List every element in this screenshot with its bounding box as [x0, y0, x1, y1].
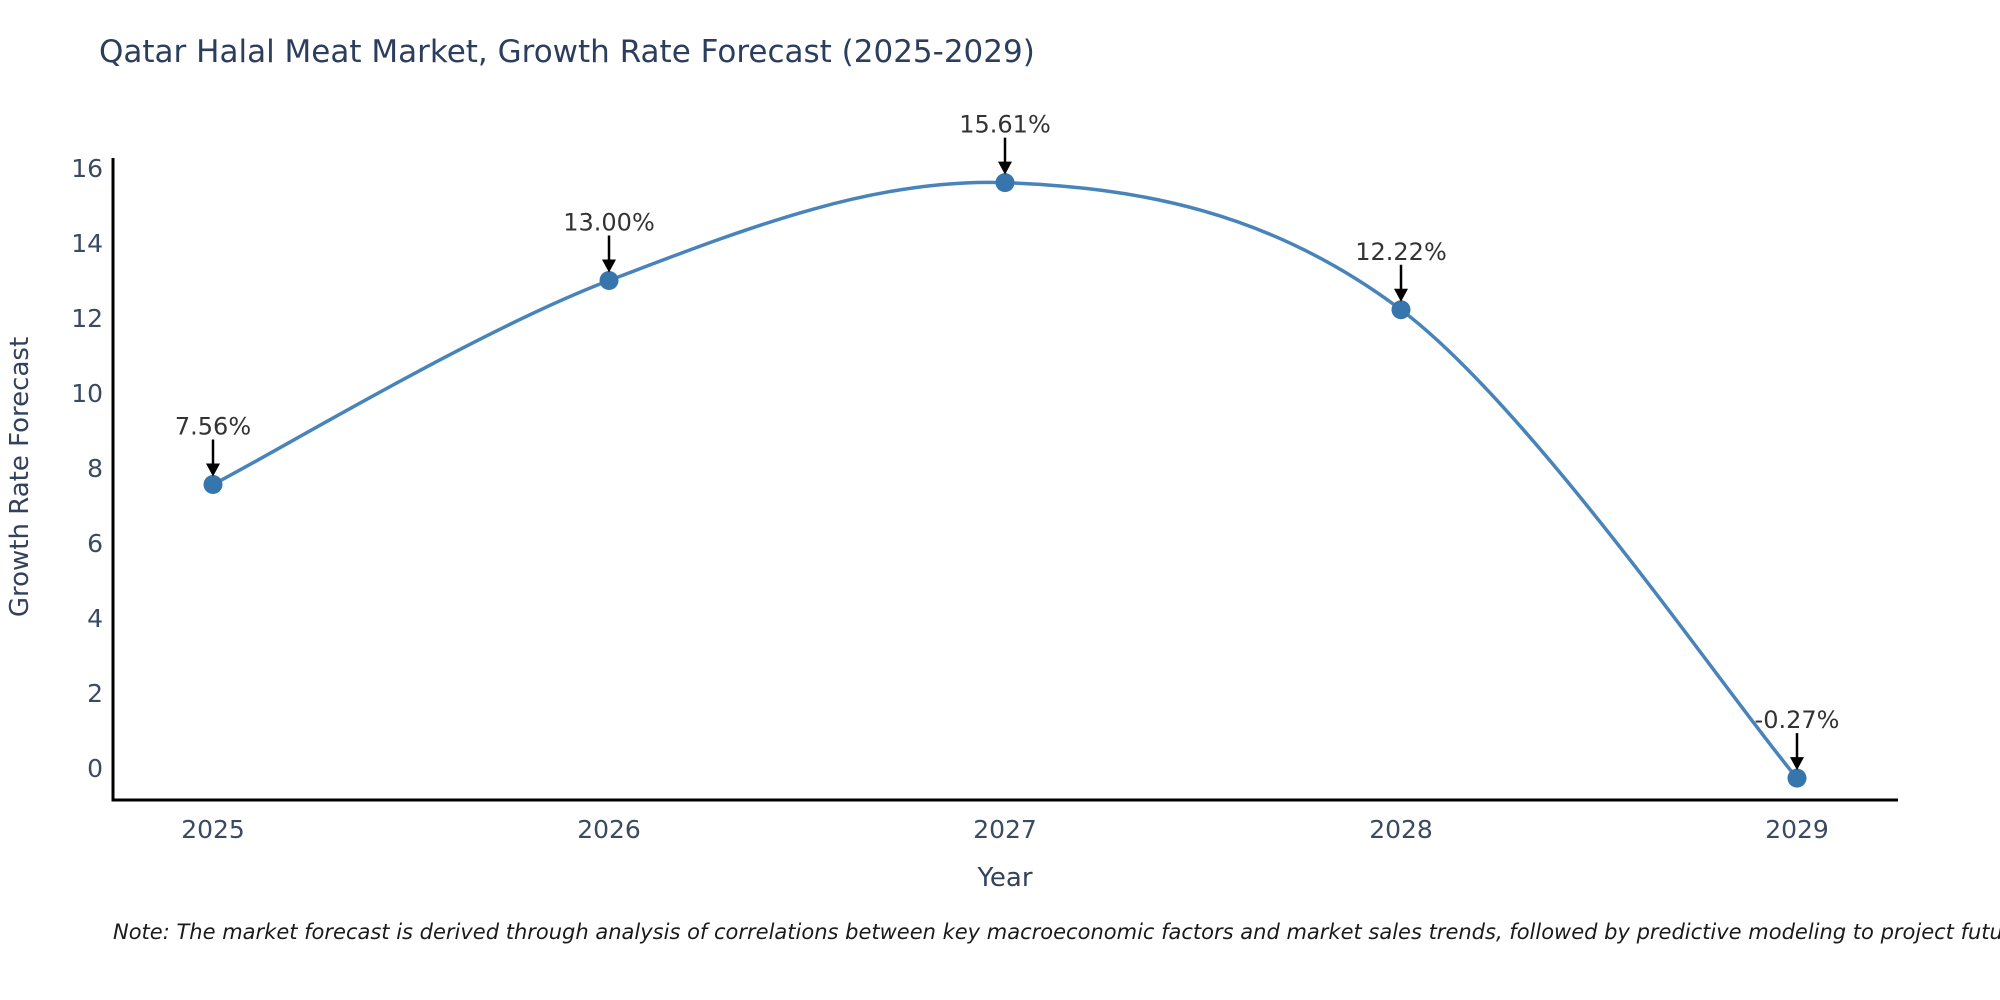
annotation-arrowhead	[998, 161, 1012, 175]
annotation-arrowhead	[1790, 757, 1804, 771]
x-tick-label: 2026	[577, 815, 641, 844]
annotation-arrowhead	[602, 259, 616, 273]
y-tick-label: 16	[71, 154, 103, 183]
annotation-arrowhead	[1394, 288, 1408, 302]
data-point-marker	[1391, 300, 1411, 320]
footnote: Note: The market forecast is derived thr…	[113, 920, 2000, 944]
y-tick-label: 14	[71, 229, 103, 258]
x-tick-label: 2027	[973, 815, 1037, 844]
chart-title: Qatar Halal Meat Market, Growth Rate For…	[99, 34, 1035, 70]
y-tick-label: 4	[87, 604, 103, 633]
y-tick-label: 10	[71, 379, 103, 408]
x-tick-label: 2029	[1765, 815, 1829, 844]
y-tick-label: 0	[87, 754, 103, 783]
forecast-line	[211, 180, 1799, 780]
data-point-marker	[203, 475, 223, 494]
data-point-label: 13.00%	[563, 209, 655, 237]
data-point-label: -0.27%	[1755, 706, 1840, 734]
x-tick-label: 2028	[1369, 815, 1433, 844]
annotation-arrowhead	[206, 463, 220, 477]
y-tick-label: 2	[87, 679, 103, 708]
y-tick-label: 12	[71, 304, 103, 333]
data-point-marker	[995, 173, 1015, 193]
data-point-marker	[599, 271, 619, 290]
data-point-label: 7.56%	[175, 413, 251, 441]
x-axis-title: Year	[976, 863, 1032, 893]
x-tick-label: 2025	[181, 815, 245, 844]
y-axis-title: Growth Rate Forecast	[5, 337, 35, 617]
y-tick-label: 8	[87, 454, 103, 483]
data-point-label: 15.61%	[959, 111, 1051, 139]
data-point-label: 12.22%	[1355, 238, 1447, 266]
y-tick-label: 6	[87, 529, 103, 558]
data-point-marker	[1787, 768, 1807, 788]
